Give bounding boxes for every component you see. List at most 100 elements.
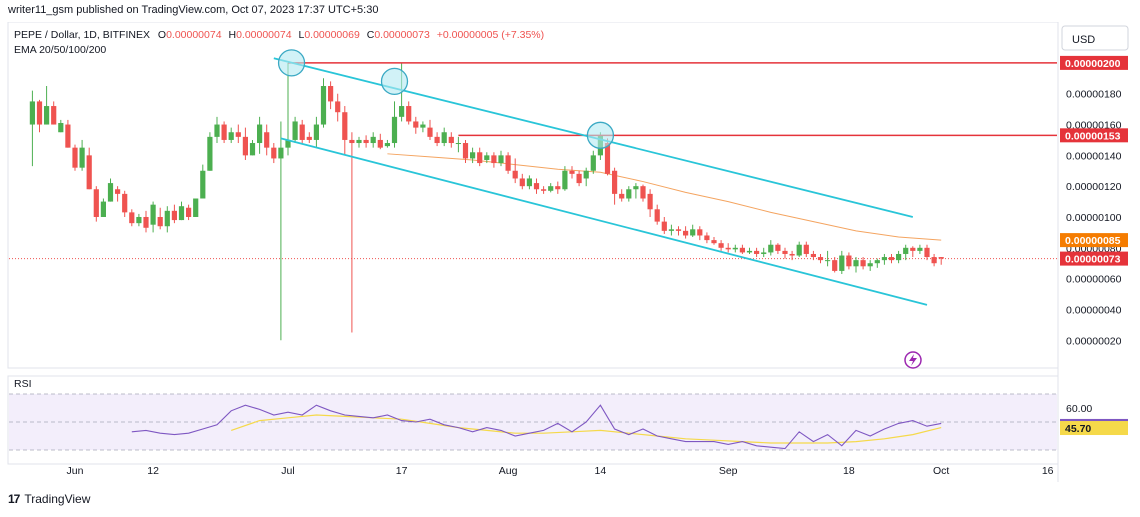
candle-up: [668, 224, 674, 236]
candle-down: [93, 186, 99, 222]
candle-up: [562, 166, 568, 191]
candle-down: [186, 204, 192, 221]
candle-body: [633, 186, 639, 190]
badge-text: 45.70: [1065, 423, 1091, 435]
candle-down: [803, 241, 809, 258]
candle-up: [257, 116, 263, 154]
price-tick-label: 0.00000180: [1066, 89, 1122, 101]
candle-body: [477, 152, 483, 164]
candle-body: [320, 86, 327, 125]
candle-body: [782, 250, 788, 254]
badge-bg: [1060, 233, 1128, 248]
candle-body: [512, 170, 518, 179]
candle-body: [313, 124, 319, 140]
lightning-icon[interactable]: [904, 351, 922, 369]
candle-up: [732, 244, 738, 253]
candle-up: [228, 127, 234, 144]
candle-down: [910, 246, 916, 258]
candle-body: [29, 101, 35, 125]
candle-down: [36, 99, 43, 133]
candle-down: [342, 106, 348, 156]
tradingview-logo-icon: 17: [8, 492, 20, 506]
candle-down: [810, 250, 816, 261]
candle-down: [512, 158, 518, 184]
candle-body: [789, 253, 795, 256]
candle-body: [853, 260, 859, 267]
candle-body: [399, 106, 405, 117]
candle-down: [675, 226, 682, 236]
candle-down: [832, 257, 838, 273]
candle-body: [186, 207, 192, 217]
rsi-line: [131, 404, 942, 450]
footer: 17 TradingView: [8, 492, 90, 506]
candle-body: [150, 204, 156, 225]
candle-body: [58, 122, 64, 133]
badge-bg: [1060, 421, 1128, 436]
price-pane: [7, 22, 1059, 369]
candle-down: [931, 253, 937, 267]
candle-body: [79, 147, 85, 168]
candle-body: [860, 260, 866, 267]
currency-button[interactable]: USD: [1061, 25, 1129, 51]
price-tick-label: 0.00000020: [1066, 335, 1122, 347]
candle-up: [313, 116, 319, 148]
candle-body: [335, 101, 341, 113]
candle-down: [924, 244, 930, 261]
badge-text: 0.00000073: [1065, 254, 1121, 266]
candle-body: [384, 143, 390, 147]
candle-up: [796, 241, 802, 258]
candle-body: [100, 201, 106, 217]
candle-up: [484, 152, 490, 164]
candle-body: [129, 212, 135, 224]
candle-up: [178, 201, 185, 221]
candle-down: [242, 127, 248, 160]
legend-open: 0.00000074: [166, 29, 222, 41]
candle-body: [739, 247, 745, 253]
candle-body: [36, 101, 43, 125]
badge-text: 0.00000153: [1065, 130, 1121, 142]
badge-bg: [1060, 251, 1128, 266]
svg-text:USD: USD: [1072, 34, 1095, 46]
candle-body: [654, 209, 660, 222]
candle-up: [107, 178, 114, 202]
candle-down: [789, 250, 795, 261]
candle-body: [306, 136, 312, 140]
candle-up: [874, 258, 880, 268]
candle-body: [839, 255, 845, 271]
candle-up: [455, 136, 461, 153]
candle-down: [817, 253, 824, 264]
candle-body: [249, 143, 256, 156]
candle-up: [853, 257, 859, 273]
trend-channel: [273, 57, 928, 306]
candle-up: [903, 244, 909, 261]
legend-change: +0.00000005 (+7.35%): [437, 29, 544, 41]
candle-up: [498, 150, 504, 167]
candle-up: [207, 132, 213, 171]
candle-up: [470, 147, 476, 164]
candle-down: [122, 190, 128, 217]
candle-down: [640, 184, 646, 202]
candle-down: [406, 101, 412, 125]
candle-body: [228, 132, 234, 140]
time-axis: Jun 12 Jul 17 Aug 14 Sep 18 Oct 16: [67, 465, 1054, 477]
candle-body: [533, 183, 540, 190]
legend-close: 0.00000073: [374, 29, 430, 41]
candle-body: [903, 247, 909, 254]
rsi-tick-label: 60.00: [1066, 403, 1092, 415]
candle-body: [938, 257, 944, 259]
candle-body: [406, 106, 412, 122]
candle-body: [754, 250, 760, 254]
candle-body: [356, 139, 362, 144]
candle-up: [384, 139, 390, 148]
candle-up: [526, 175, 532, 190]
candle-body: [370, 136, 376, 144]
time-tick-label: Oct: [933, 465, 949, 477]
candle-up: [320, 78, 327, 128]
rsi-label: RSI: [14, 378, 32, 390]
candle-body: [143, 216, 149, 228]
candle-body: [896, 253, 902, 261]
price-tick-label: 0.00000140: [1066, 150, 1122, 162]
candle-up: [420, 121, 426, 133]
candle-down: [533, 178, 540, 194]
candle-down: [86, 147, 92, 190]
